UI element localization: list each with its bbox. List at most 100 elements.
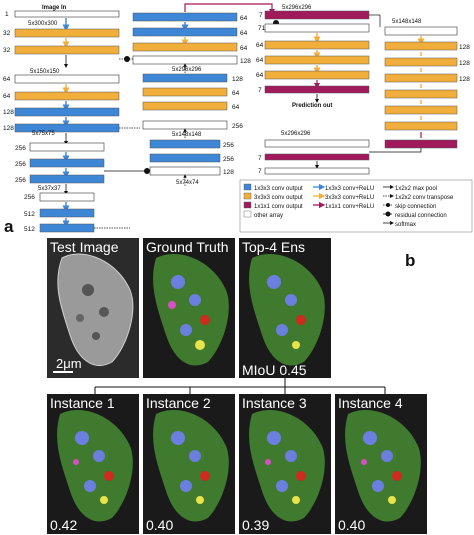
channel-label: 128 [459,60,470,67]
architecture-diagram: Image In 1 5x300x300 32 32 5x150x150 64 … [3,3,473,236]
legend-op-label: softmax [395,222,416,228]
upsampled-array [149,166,221,176]
upsampled-array [264,139,370,148]
size-label: 5x37x37 [38,186,61,192]
channel-label: 64 [3,76,11,83]
conv3x3-block [384,105,458,115]
channel-label: 7 [258,87,262,94]
channel-label: 7 [258,168,262,175]
channel-label: 64 [3,93,11,100]
legend-box-label: 3x3x3 conv output [254,195,303,201]
conv3x3-block [384,121,458,131]
channel-label: 128 [3,109,14,116]
channel-label: 128 [223,169,234,176]
size-label: 5x74x74 [176,180,199,186]
conv1x3-block [142,73,228,83]
channel-label: 128 [240,58,251,65]
instance-tile-4: Instance 4 0.40 [335,394,427,534]
channel-label: 7 [258,155,262,162]
legend-op-label: 1x2x2 max pool [395,186,437,192]
panel-letter-a: a [4,217,14,236]
instance-score: 0.40 [338,517,365,533]
channel-label: 64 [240,30,248,37]
channel-label: 64 [256,72,264,79]
legend-box-label: 1x1x1 conv output [254,204,303,210]
channel-label: 128 [3,125,14,132]
results-panel: b 2μm Test Image Ground Truth Top-4 En [47,238,427,534]
conv1x3-block [39,208,95,218]
channel-label: 256 [15,177,26,184]
scale-bar-label: 2μm [56,356,82,371]
channel-label: 64 [240,15,248,22]
instance-score: 0.39 [242,517,269,533]
conv3x3-block [264,40,370,50]
conv3x3-block [14,28,120,38]
upsampled-array [132,55,238,65]
legend-op-label: 1x2x2 conv transpose [395,195,454,201]
input-array [14,10,120,18]
channel-label: 256 [15,161,26,168]
channel-label: 64 [256,42,264,49]
conv3x3-block [142,101,228,111]
conv1x3-block [132,12,238,22]
conv1x3-block [14,123,120,133]
channel-label: 512 [24,211,35,218]
conv1x3-block [132,27,238,37]
channel-label: 64 [232,90,240,97]
channel-label: 64 [240,45,248,52]
channel-label: 256 [24,194,35,201]
legend-op-label: residual connection [395,213,447,219]
channel-label: 256 [223,142,234,149]
channel-label: 128 [459,44,470,51]
instance-title: Instance 2 [146,395,211,411]
channel-label: 128 [232,76,243,83]
channel-label: 71 [258,25,266,32]
size-label: 5x296x296 [172,67,202,73]
instance-tile-2: Instance 2 0.40 [143,394,235,534]
test-image-tile: 2μm Test Image [47,238,139,378]
upsampled-array [142,120,228,130]
ensemble-tile: Top-4 Ens MIoU 0.45 [239,238,331,378]
conv1x3-block [14,107,120,117]
channel-label: 128 [459,76,470,83]
instance-score: 0.42 [50,517,77,533]
channel-label: 64 [256,57,264,64]
instance-title: Instance 3 [242,395,307,411]
size-label: 5x148x148 [392,19,422,25]
conv3x3-block [384,41,458,51]
channel-label: 256 [223,156,234,163]
channel-label: 1 [5,11,9,18]
tile-title: Top-4 Ens [242,239,305,255]
legend-op-label: skip connection [395,204,436,210]
instance-tile-1: Instance 1 0.42 [47,394,139,534]
size-label: 5x150x150 [30,69,60,75]
channel-label: 512 [24,226,35,233]
channel-label: 32 [3,47,11,54]
concat-array [264,23,370,33]
ensemble-score: MIoU 0.45 [242,362,307,378]
conv1x1-block [264,10,370,20]
conv1x3-block [149,139,221,149]
conv3x3-block [384,57,458,67]
image-in-label: Image In [42,5,67,11]
instance-score: 0.40 [146,517,173,533]
size-label: 5x296x296 [282,5,312,11]
size-label: 5x75x75 [32,131,55,137]
channel-label: 256 [15,145,26,152]
conv3x3-block [132,42,238,52]
conv1x3-block [29,174,105,184]
pooled-array [29,142,105,152]
conv3x3-block [14,45,120,55]
conv1x1-block [384,139,458,149]
channel-label: 7 [259,12,263,19]
pooled-array [14,74,120,84]
tile-title: Test Image [50,239,119,255]
conv1x1-block [264,85,370,94]
conv1x3-block [29,158,105,168]
conv3x3-block [384,89,458,99]
conv1x3-block [39,223,95,233]
legend-box-label: other array [254,213,283,219]
legend-arrow-label: 1x1x1 conv+ReLU [325,204,374,210]
legend-arrow-label: 1x3x3 conv+ReLU [325,186,374,192]
instance-tile-3: Instance 3 0.39 [239,394,331,534]
